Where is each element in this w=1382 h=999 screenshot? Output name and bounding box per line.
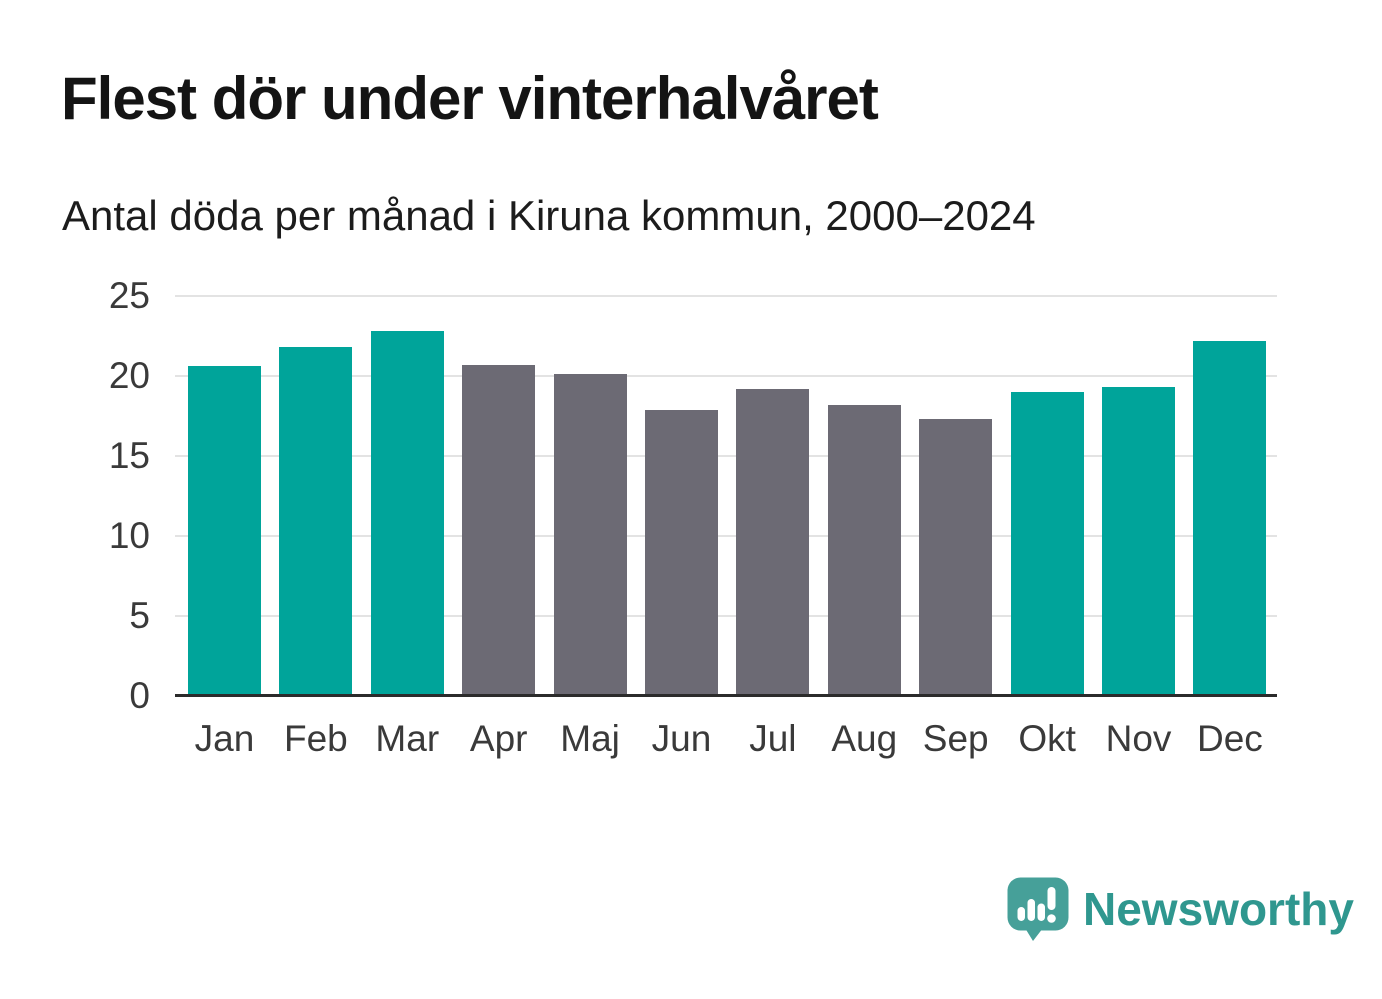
- bar-mar: [370, 331, 444, 696]
- x-tick-label: Maj: [560, 718, 620, 759]
- x-tick-label: Jan: [194, 718, 255, 759]
- x-tick-label: Feb: [284, 718, 348, 759]
- chart-subtitle: Antal döda per månad i Kiruna kommun, 20…: [62, 192, 1036, 239]
- y-tick-label: 10: [108, 515, 150, 556]
- gridline-10: [175, 535, 1277, 537]
- y-tick-label: 0: [129, 675, 150, 716]
- bar-jul: [736, 388, 810, 696]
- bar-sep: [919, 419, 993, 696]
- y-tick-label: 25: [108, 275, 150, 316]
- gridline-15: [175, 455, 1277, 457]
- x-tick-label: Jul: [749, 718, 797, 759]
- y-tick-label: 20: [108, 355, 150, 396]
- x-tick-label: Nov: [1105, 718, 1172, 759]
- chart-title: Flest dör under vinterhalvåret: [61, 65, 879, 132]
- bar-jun: [645, 409, 718, 696]
- bar-maj: [553, 374, 627, 696]
- y-tick-label: 15: [108, 435, 150, 476]
- y-axis-labels: 0 5 10 15 20 25: [0, 275, 150, 716]
- x-tick-label: Okt: [1018, 718, 1076, 759]
- x-tick-label: Jun: [651, 718, 712, 759]
- bar-aug: [827, 404, 901, 696]
- x-tick-label: Mar: [375, 718, 440, 759]
- bar-dec: [1193, 340, 1267, 696]
- brand-footer: Newsworthy: [1006, 876, 1354, 942]
- bar-apr: [462, 364, 536, 696]
- brand-name: Newsworthy: [1083, 883, 1354, 935]
- gridline-5: [175, 615, 1277, 617]
- newsworthy-logo-icon: [1007, 877, 1069, 941]
- x-tick-label: Apr: [469, 718, 528, 759]
- bar-nov: [1102, 387, 1175, 696]
- x-tick-label: Dec: [1196, 718, 1263, 759]
- x-axis-line: [175, 694, 1277, 697]
- gridline-20: [175, 375, 1277, 377]
- y-tick-label: 5: [129, 595, 150, 636]
- gridline-25: [175, 295, 1277, 297]
- bar-jan: [188, 366, 261, 696]
- bar-okt: [1010, 392, 1084, 696]
- x-tick-label: Aug: [831, 718, 898, 759]
- x-tick-label: Sep: [922, 718, 989, 759]
- bar-feb: [279, 347, 353, 696]
- plot-area: Jan Feb Mar Apr Maj Jun Jul Aug Sep Okt Nov Dec: [175, 295, 1277, 759]
